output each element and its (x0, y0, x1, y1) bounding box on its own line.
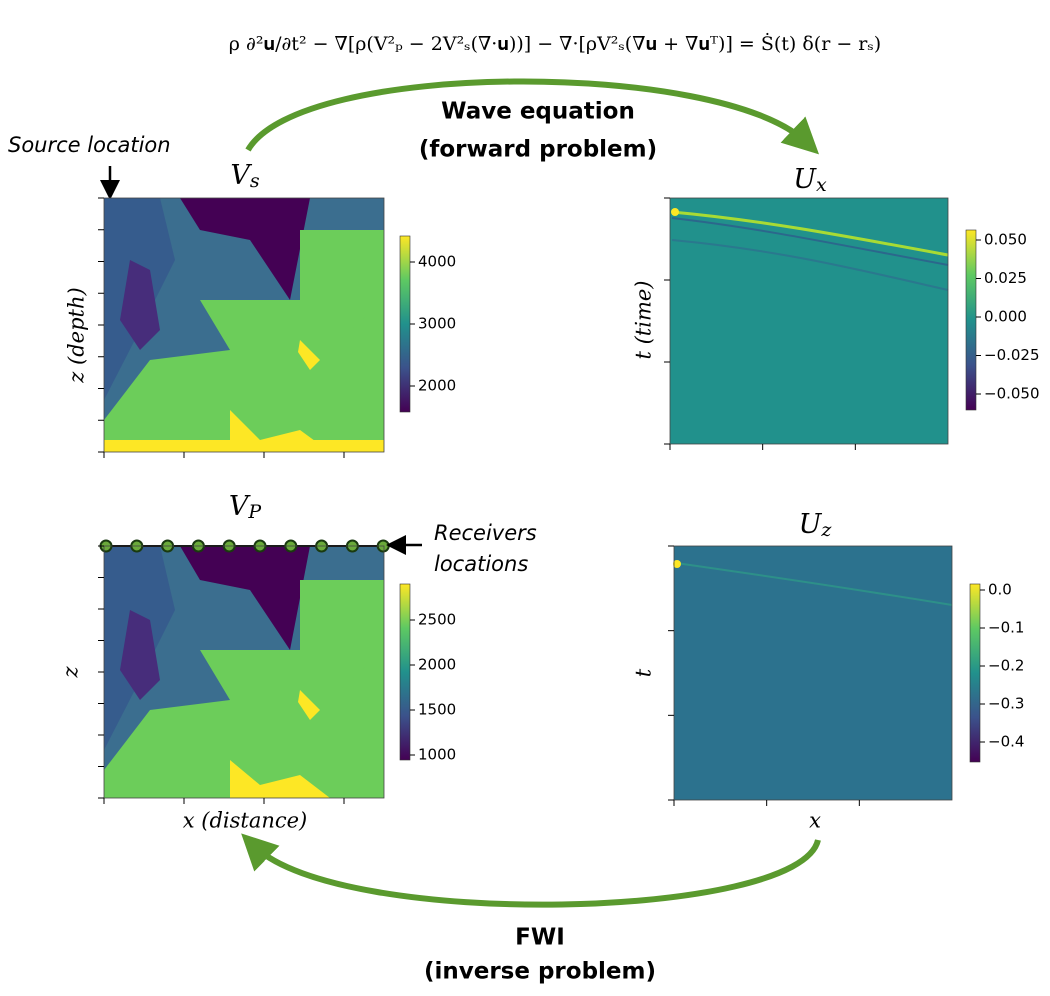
colorbar-tick-label: −0.2 (988, 657, 1024, 675)
panel-title: VP (229, 491, 263, 524)
panel-frame (669, 197, 949, 445)
source-label: Source location (8, 133, 171, 157)
title-sub: s (250, 170, 260, 192)
inverse-arrow (241, 833, 821, 908)
title-sub: x (816, 174, 827, 196)
ux-image (670, 198, 949, 444)
colorbar-tick-label: −0.4 (988, 733, 1024, 751)
colorbar (399, 235, 411, 413)
y-axis-label: t (632, 668, 656, 677)
title-base: U (799, 509, 823, 540)
colorbar (399, 583, 411, 761)
title-sub: P (247, 501, 262, 523)
colorbar-tick-label: 2000 (418, 377, 456, 395)
colorbar-tick-label: 2000 (418, 656, 456, 674)
colorbar-tick-label: −0.050 (984, 385, 1040, 403)
y-axis-label: t (time) (632, 281, 656, 360)
colorbar-tick-label: −0.025 (984, 346, 1040, 364)
receivers-label: locations (434, 552, 528, 576)
colorbar (965, 229, 977, 411)
colorbar-tick-label: 1000 (418, 746, 456, 764)
forward-arrow (245, 78, 820, 155)
title-sub: z (820, 519, 832, 541)
panel-frame (673, 545, 953, 801)
inverse-title: FWI (515, 925, 565, 951)
title-base: U (793, 164, 817, 195)
vp-image (104, 546, 384, 798)
colorbar-tick-label: −0.3 (988, 695, 1024, 713)
panel-title: Vs (230, 160, 260, 193)
receivers-label: Receivers (434, 521, 537, 545)
uz-image (673, 546, 953, 800)
colorbar-tick-label: 0.025 (984, 269, 1027, 287)
colorbar-tick-label: 0.000 (984, 308, 1027, 326)
y-axis-label: z (depth) (65, 287, 89, 383)
equation: ρ ∂²𝐮/∂t² − ∇[ρ(V²ₚ − 2V²ₛ(∇·𝐮))] − ∇·[ρ… (229, 32, 881, 55)
colorbar-tick-label: 4000 (418, 253, 456, 271)
colorbar-tick-label: 0.050 (984, 231, 1027, 249)
forward-subtitle: (forward problem) (419, 137, 657, 163)
colorbar-tick-label: 0.0 (988, 581, 1012, 599)
title-base: V (229, 491, 251, 522)
panel-title: Uz (799, 509, 833, 542)
colorbar-tick-label: −0.1 (988, 619, 1024, 637)
vs-image (104, 198, 384, 452)
x-axis-label: x (distance) (183, 809, 308, 833)
x-axis-label: x (809, 809, 821, 833)
forward-title: Wave equation (441, 99, 635, 125)
inverse-subtitle: (inverse problem) (424, 959, 656, 985)
y-axis-label: z (59, 666, 83, 679)
colorbar-tick-label: 1500 (418, 701, 456, 719)
colorbar (969, 583, 981, 763)
title-base: V (230, 160, 252, 191)
colorbar-tick-label: 3000 (418, 315, 456, 333)
colorbar-tick-label: 2500 (418, 611, 456, 629)
panel-title: Ux (793, 164, 827, 197)
